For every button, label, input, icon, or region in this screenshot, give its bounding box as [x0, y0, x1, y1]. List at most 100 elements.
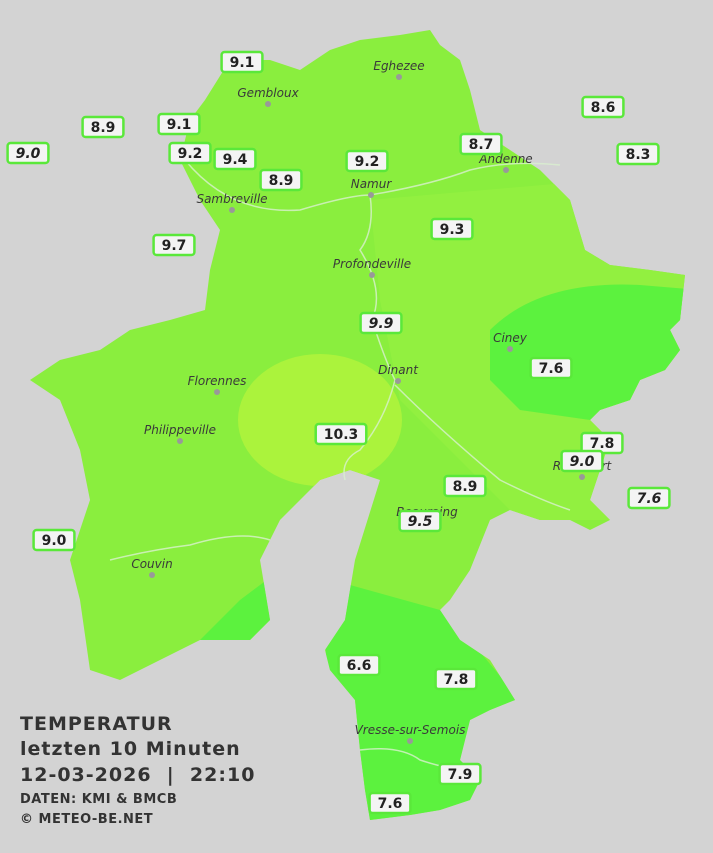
city-dot: [214, 389, 220, 395]
city-label: Eghezee: [373, 59, 424, 73]
station-value: 9.0: [42, 533, 67, 549]
station-value: 7.8: [444, 672, 469, 688]
caption-datetime: 12-03-2026 | 22:10: [20, 764, 255, 786]
station-value: 7.6: [539, 361, 564, 377]
station: 8.6: [581, 95, 625, 119]
station-value: 7.8: [590, 436, 615, 452]
city-label: Andenne: [478, 152, 532, 166]
station-box: [337, 653, 381, 677]
city-dot: [369, 272, 375, 278]
city-label: Couvin: [131, 557, 172, 571]
station-value: 8.6: [591, 100, 616, 116]
station: 9.0: [560, 449, 604, 473]
station: 9.4: [213, 147, 257, 171]
zone-warm: [238, 354, 402, 486]
station: 10.3: [314, 422, 368, 446]
station-box: [434, 667, 478, 691]
city-label: Ciney: [493, 331, 528, 345]
city-label: Dinant: [378, 363, 419, 377]
station: 6.6: [337, 653, 381, 677]
station: 9.9: [359, 311, 403, 335]
city-dot: [368, 192, 374, 198]
station: 8.7: [459, 132, 503, 156]
station-value: 9.2: [355, 154, 380, 170]
station: 9.3: [430, 217, 474, 241]
station: 9.1: [220, 50, 264, 74]
caption-subtitle: letzten 10 Minuten: [20, 738, 241, 760]
river-viroin: [109, 535, 271, 561]
station-box: [398, 509, 442, 533]
city-dot: [149, 572, 155, 578]
station: 8.3: [616, 142, 660, 166]
station-box: [213, 147, 257, 171]
station-box: [314, 422, 368, 446]
station-box: [368, 791, 412, 815]
city-label: Vresse-sur-Semois: [355, 723, 466, 737]
city-dot: [396, 74, 402, 80]
city-label: Philippeville: [144, 423, 216, 437]
station-value: 9.5: [408, 514, 433, 530]
station-value: 8.3: [626, 147, 651, 163]
station: 7.6: [368, 791, 412, 815]
station: 8.9: [443, 474, 487, 498]
caption-source: DATEN: KMI & BMCB: [20, 792, 177, 807]
station: 7.9: [438, 762, 482, 786]
station-value: 9.1: [167, 117, 192, 133]
station-box: [529, 356, 573, 380]
station-box: [168, 141, 212, 165]
station-box: [345, 149, 389, 173]
caption-copyright: © METEO-BE.NET: [20, 812, 153, 827]
caption-title: TEMPERATUR: [20, 713, 173, 735]
city-dot: [229, 207, 235, 213]
station-box: [259, 168, 303, 192]
city-label: Florennes: [188, 374, 247, 388]
city-label: Sambreville: [196, 192, 267, 206]
station-box: [152, 233, 196, 257]
station-box: [627, 486, 671, 510]
city-dot: [503, 167, 509, 173]
station-value: 9.9: [369, 316, 394, 332]
station: 9.2: [168, 141, 212, 165]
station-box: [6, 141, 50, 165]
station-box: [430, 217, 474, 241]
station-value: 9.4: [223, 152, 248, 168]
city-dot: [579, 474, 585, 480]
station-value: 8.9: [453, 479, 478, 495]
station-value: 7.6: [378, 796, 403, 812]
station: 7.8: [434, 667, 478, 691]
station: 7.6: [529, 356, 573, 380]
station: 8.9: [81, 115, 125, 139]
station: 7.6: [627, 486, 671, 510]
station-value: 8.9: [91, 120, 116, 136]
station-value: 6.6: [347, 658, 372, 674]
station-value: 9.0: [16, 146, 41, 162]
city-dot: [407, 738, 413, 744]
station-box: [443, 474, 487, 498]
station: 9.2: [345, 149, 389, 173]
station-box: [32, 528, 76, 552]
station-box: [616, 142, 660, 166]
city-label: Namur: [351, 177, 393, 191]
station-value: 7.9: [448, 767, 473, 783]
station-value: 9.0: [570, 454, 595, 470]
station-value: 9.7: [162, 238, 187, 254]
station-box: [220, 50, 264, 74]
station-value: 10.3: [324, 427, 359, 443]
city-layer: Eghezee Gembloux Andenne Namur Sambreville Pr…: [131, 59, 613, 744]
station: 8.9: [259, 168, 303, 192]
station-box: [438, 762, 482, 786]
station: 9.1: [157, 112, 201, 136]
station-value: 8.9: [269, 173, 294, 189]
river-meuse: [343, 194, 396, 481]
station-box: [359, 311, 403, 335]
station: 9.7: [152, 233, 196, 257]
zone-south: [320, 580, 520, 820]
station-value: 9.2: [178, 146, 203, 162]
station-value: 8.7: [469, 137, 494, 153]
city-label: Gembloux: [237, 86, 299, 100]
river-lesse: [394, 384, 571, 511]
station: 9.0: [6, 141, 50, 165]
station-box: [81, 115, 125, 139]
city-dot: [177, 438, 183, 444]
